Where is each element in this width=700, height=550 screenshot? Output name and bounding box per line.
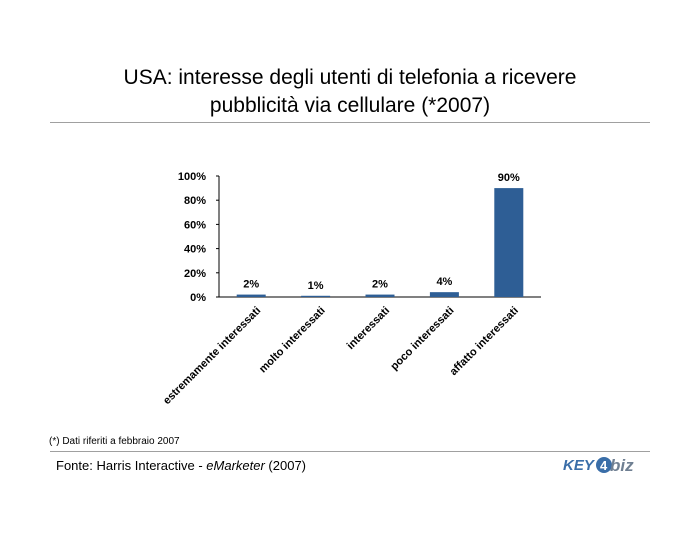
bar: [236, 294, 266, 297]
category-label: interessati: [345, 305, 392, 352]
data-label: 2%: [243, 279, 259, 291]
title-line-2: pubblicità via cellulare (*2007): [209, 94, 491, 117]
svg-text:KEY: KEY: [563, 457, 596, 474]
svg-text:biz: biz: [610, 456, 634, 475]
source-line: Fonte: Harris Interactive - eMarketer (2…: [56, 458, 306, 473]
title-line-1: USA: interesse degli utenti di telefonia…: [123, 66, 577, 89]
y-tick-label: 40%: [184, 244, 206, 256]
footer-divider: [50, 451, 650, 452]
bar: [301, 295, 331, 297]
bar: [429, 292, 459, 297]
data-label: 2%: [372, 279, 388, 291]
source-publication: eMarketer: [206, 458, 265, 473]
footnote: (*) Dati riferiti a febbraio 2007: [49, 436, 180, 447]
source-prefix: Fonte: Harris Interactive -: [56, 458, 207, 473]
y-tick-label: 20%: [184, 268, 206, 280]
svg-text:4: 4: [600, 458, 608, 473]
data-label: 90%: [498, 172, 520, 184]
logo-mark: KEY 4 biz: [563, 456, 634, 475]
category-label: poco interessati: [388, 305, 456, 373]
source-year: (2007): [264, 458, 307, 473]
y-tick-label: 100%: [178, 171, 206, 183]
bar: [365, 294, 395, 297]
y-tick-label: 60%: [184, 219, 206, 231]
bar-chart: 0% 20% 40% 60% 80% 100% 2% estremamente interes…: [161, 171, 541, 407]
y-tick-label: 80%: [184, 195, 206, 207]
category-label: affatto interessati: [448, 305, 521, 378]
category-label: estremamente interessati: [161, 305, 263, 407]
data-label: 4%: [436, 276, 452, 288]
y-tick-label: 0%: [190, 292, 206, 304]
key4biz-logo: KEY 4 biz: [563, 456, 634, 475]
category-label: molto interessati: [257, 305, 328, 376]
title-divider: [50, 122, 650, 123]
page-title: USA: interesse degli utenti di telefonia…: [50, 64, 650, 120]
data-label: 1%: [308, 280, 324, 292]
bar: [494, 188, 524, 297]
